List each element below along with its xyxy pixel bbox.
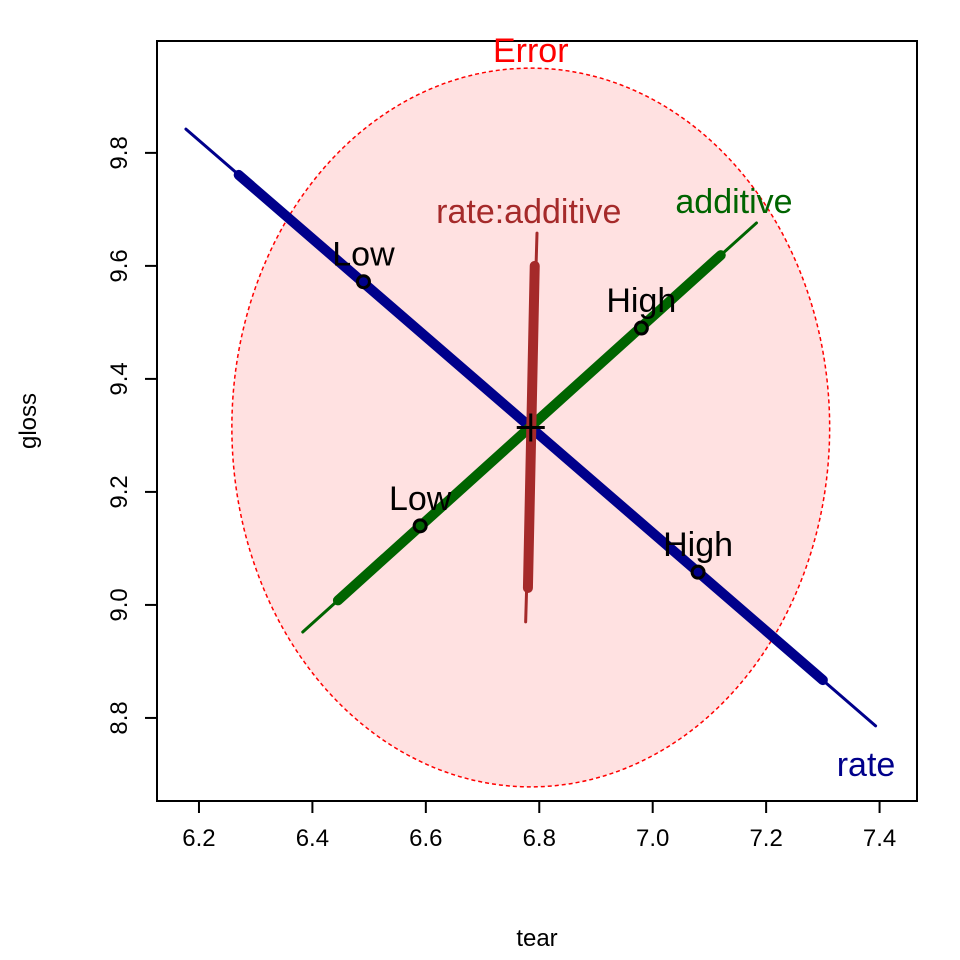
x-axis-title: tear xyxy=(516,925,557,952)
point-rate-high xyxy=(690,564,706,580)
point-label-additive-low: Low xyxy=(389,480,452,518)
y-axis-title: gloss xyxy=(15,393,42,449)
y-tick-label: 9.8 xyxy=(106,136,133,169)
x-tick-label: 7.4 xyxy=(863,825,896,852)
y-tick-label: 9.4 xyxy=(106,362,133,395)
plot-frame xyxy=(156,40,918,802)
point-label-additive-high: High xyxy=(606,282,676,320)
error-label: Error xyxy=(493,32,569,70)
y-tick-label: 9.6 xyxy=(106,249,133,282)
series-label-rate: rate xyxy=(837,746,896,784)
point-label-rate-low: Low xyxy=(332,236,395,274)
x-tick-label: 6.2 xyxy=(182,825,215,852)
point-label-rate-high: High xyxy=(663,526,733,564)
series-label-rate-additive: rate:additive xyxy=(436,193,621,231)
x-tick-label: 6.4 xyxy=(296,825,329,852)
y-tick-label: 9.0 xyxy=(106,588,133,621)
x-tick-label: 7.0 xyxy=(636,825,669,852)
axes-layer: 6.2 6.4 6.6 6.8 7.0 7.2 7.4 8.8 9.0 9.2 9.4 9.6 9.8 xyxy=(106,136,896,852)
y-tick-label: 8.8 xyxy=(106,701,133,734)
x-tick-label: 6.6 xyxy=(409,825,442,852)
series-label-additive: additive xyxy=(675,183,792,221)
x-tick-label: 7.2 xyxy=(749,825,782,852)
x-tick-label: 6.8 xyxy=(523,825,556,852)
y-tick-label: 9.2 xyxy=(106,475,133,508)
point-additive-low xyxy=(412,518,428,534)
level-points-layer xyxy=(355,274,706,580)
line-labels-layer: Error Low High Low High rate additive rate:addi… xyxy=(332,32,895,784)
point-additive-high xyxy=(633,320,649,336)
point-rate-low xyxy=(355,274,371,290)
